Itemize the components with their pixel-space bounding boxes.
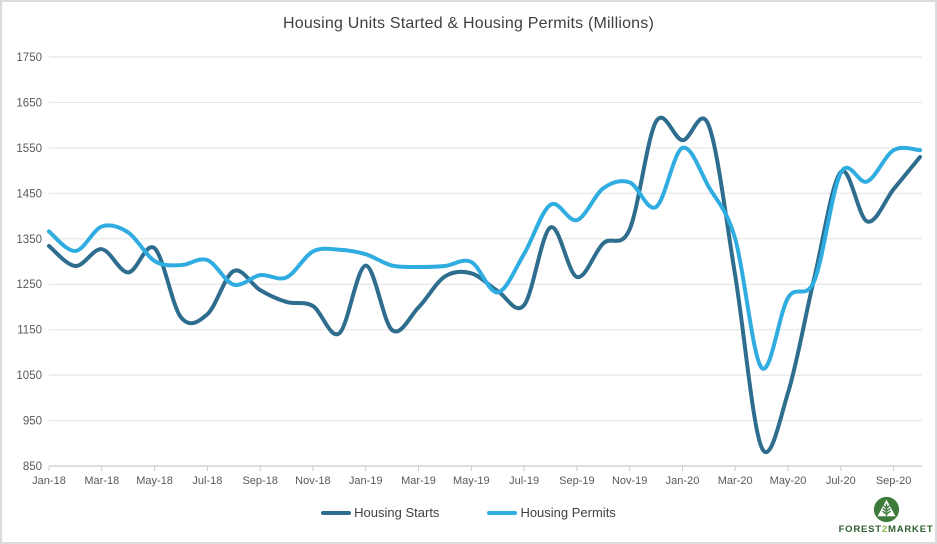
y-tick-label: 850: [23, 461, 42, 473]
legend: Housing Starts Housing Permits: [2, 505, 935, 520]
forest2market-wordmark: FOREST2MARKET: [839, 524, 934, 535]
x-tick-label: Jan-19: [349, 475, 383, 487]
x-tick-label: May-18: [136, 475, 173, 487]
y-tick-label: 1250: [16, 279, 42, 291]
x-tick-label: Jul-18: [192, 475, 222, 487]
y-tick-label: 1450: [16, 188, 42, 200]
x-tick-label: Sep-19: [559, 475, 594, 487]
tree-in-circle-icon: [873, 496, 899, 523]
x-tick-label: Jul-19: [509, 475, 539, 487]
legend-item-housing-starts: Housing Starts: [321, 505, 439, 520]
x-tick-label: Mar-18: [84, 475, 119, 487]
forest2market-logo: FOREST2MARKET: [839, 496, 933, 535]
x-tick-label: Jan-20: [666, 475, 700, 487]
housing-starts-line: [47, 116, 922, 454]
y-tick-label: 1550: [16, 143, 42, 155]
x-tick-label: Sep-18: [242, 475, 277, 487]
legend-item-housing-permits: Housing Permits: [487, 505, 616, 520]
x-tick-label: Sep-20: [876, 475, 911, 487]
x-tick-label: Mar-19: [401, 475, 436, 487]
gridlines-and-y-axis: 1750 1650 1550 1450 1350 1250 1150 1050 950 850: [16, 52, 922, 473]
logo-text-2: 2: [881, 524, 888, 535]
legend-label-housing-starts: Housing Starts: [354, 505, 440, 520]
x-axis: Jan-18 Mar-18 May-18 Jul-18 Sep-18 Nov-18 Jan-…: [32, 466, 911, 487]
housing-permits-line: [47, 145, 922, 371]
logo-text-forest: FOREST: [838, 524, 882, 535]
x-tick-label: Nov-19: [612, 475, 647, 487]
y-tick-label: 1750: [16, 52, 42, 64]
x-tick-label: May-20: [770, 475, 807, 487]
housing-starts-swatch-icon: [321, 510, 352, 515]
x-tick-label: Mar-20: [718, 475, 753, 487]
legend-label-housing-permits: Housing Permits: [520, 505, 616, 520]
housing-permits-swatch-icon: [487, 510, 518, 515]
logo-text-market: MARKET: [888, 524, 934, 535]
x-tick-label: Jul-20: [826, 475, 856, 487]
y-tick-label: 1350: [16, 234, 42, 246]
y-tick-label: 1150: [17, 325, 42, 337]
y-tick-label: 1650: [16, 97, 42, 109]
chart-title: Housing Units Started & Housing Permits …: [282, 15, 654, 32]
x-tick-label: Jan-18: [32, 475, 66, 487]
x-tick-label: Nov-18: [295, 475, 330, 487]
x-tick-label: May-19: [453, 475, 490, 487]
y-tick-label: 950: [23, 416, 42, 428]
y-tick-label: 1050: [16, 370, 42, 382]
